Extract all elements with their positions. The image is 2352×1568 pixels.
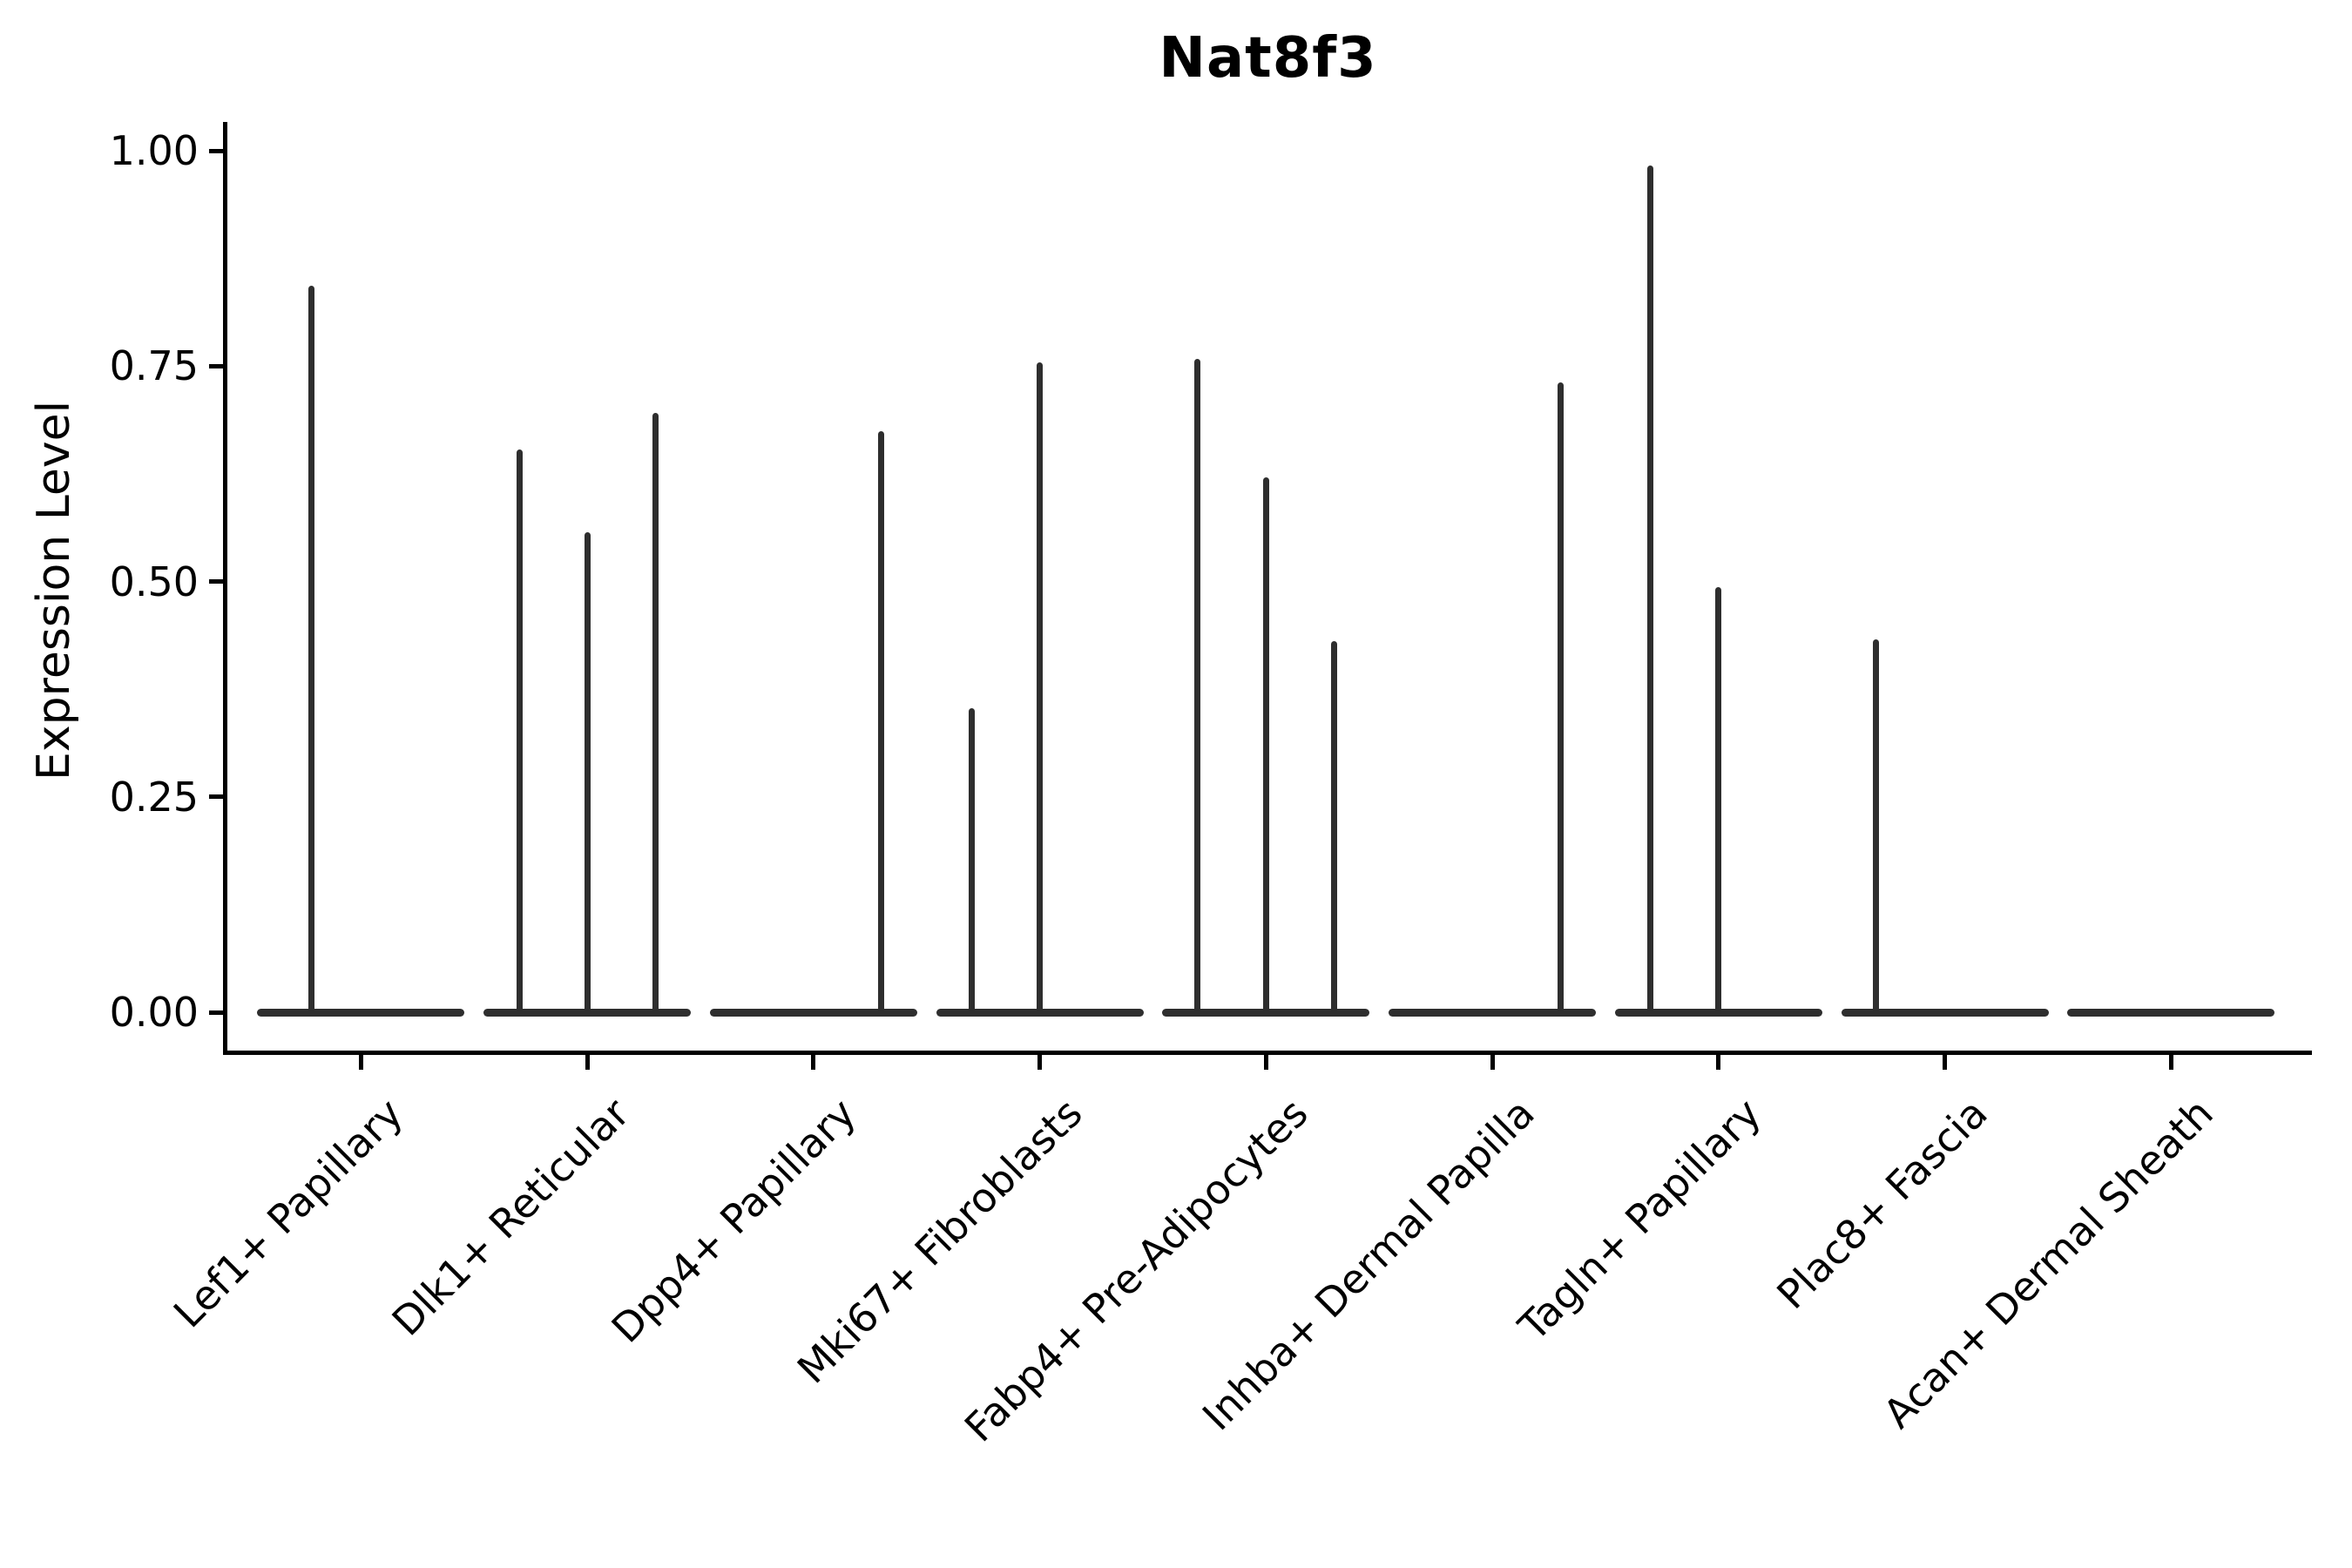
x-tick-mark bbox=[2168, 1054, 2173, 1070]
violin-baseline bbox=[2067, 1008, 2275, 1017]
violin-spike bbox=[1715, 587, 1722, 1017]
x-tick-mark bbox=[585, 1054, 590, 1070]
y-tick-mark bbox=[208, 1010, 223, 1015]
y-tick-label: 0.50 bbox=[109, 558, 199, 605]
x-tick-mark bbox=[1943, 1054, 1948, 1070]
violin-spike bbox=[1873, 639, 1880, 1017]
violin-spike bbox=[584, 532, 591, 1017]
x-tick-mark bbox=[1037, 1054, 1043, 1070]
chart-title: Nat8f3 bbox=[1159, 26, 1377, 91]
x-tick-mark bbox=[1716, 1054, 1721, 1070]
x-tick-label: Plac8+ Fascia bbox=[1767, 1089, 1997, 1318]
violin-spike bbox=[1647, 165, 1654, 1017]
y-tick-mark bbox=[208, 794, 223, 800]
x-tick-label: Tagln+ Papillary bbox=[1509, 1089, 1770, 1350]
violin-spike bbox=[308, 286, 314, 1017]
x-tick-label: Lef1+ Papillary bbox=[165, 1089, 413, 1337]
y-tick-label: 0.25 bbox=[109, 773, 199, 821]
violin-spike bbox=[1262, 476, 1269, 1017]
x-tick-label: Dlk1+ Reticular bbox=[382, 1089, 639, 1345]
violin-spike bbox=[652, 412, 659, 1017]
x-tick-label: Dpp4+ Papillary bbox=[602, 1089, 865, 1352]
violin-spike bbox=[1330, 640, 1337, 1017]
y-axis-spine bbox=[222, 122, 227, 1055]
violin-spike bbox=[516, 449, 523, 1017]
x-tick-mark bbox=[1263, 1054, 1268, 1070]
y-tick-mark bbox=[208, 363, 223, 368]
y-tick-mark bbox=[208, 148, 223, 153]
violin-baseline bbox=[709, 1008, 917, 1017]
y-tick-label: 1.00 bbox=[109, 127, 199, 174]
x-tick-mark bbox=[811, 1054, 816, 1070]
x-tick-mark bbox=[1490, 1054, 1495, 1070]
x-tick-mark bbox=[358, 1054, 363, 1070]
y-tick-mark bbox=[208, 579, 223, 584]
violin-spike bbox=[1037, 362, 1044, 1017]
violin-baseline bbox=[257, 1008, 465, 1017]
x-axis-spine bbox=[222, 1050, 2312, 1055]
violin-spike bbox=[969, 707, 976, 1017]
violin-spike bbox=[1193, 359, 1200, 1017]
y-tick-label: 0.75 bbox=[109, 342, 199, 390]
y-tick-label: 0.00 bbox=[109, 989, 199, 1036]
violin-baseline bbox=[1389, 1008, 1597, 1017]
violin-baseline bbox=[1841, 1008, 2049, 1017]
violin-spike bbox=[878, 431, 885, 1017]
violin-spike bbox=[1557, 382, 1564, 1017]
